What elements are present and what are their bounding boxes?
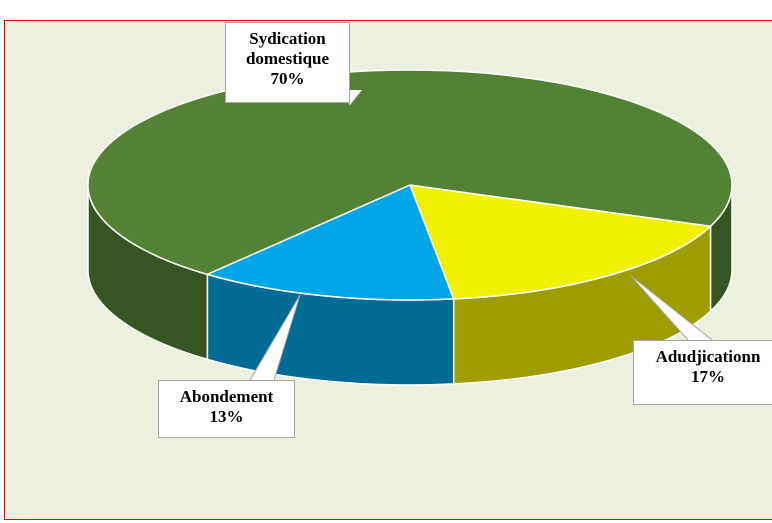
label-value: 70% <box>270 69 305 88</box>
label-category: Adudjicationn <box>655 347 761 366</box>
leader-line <box>629 274 713 341</box>
label-value: 17% <box>691 367 725 386</box>
leader-line <box>249 294 301 381</box>
label-category: Sydication domestique <box>245 29 330 68</box>
label-category: Abondement <box>179 387 274 406</box>
data-label: Adudjicationn 17% <box>633 340 772 405</box>
label-value: 13% <box>209 407 244 426</box>
pie-slice <box>408 184 713 300</box>
pie-slice <box>205 183 455 301</box>
data-label: Sydication domestique 70% <box>225 22 350 103</box>
data-label: Abondement 13% <box>158 380 295 438</box>
